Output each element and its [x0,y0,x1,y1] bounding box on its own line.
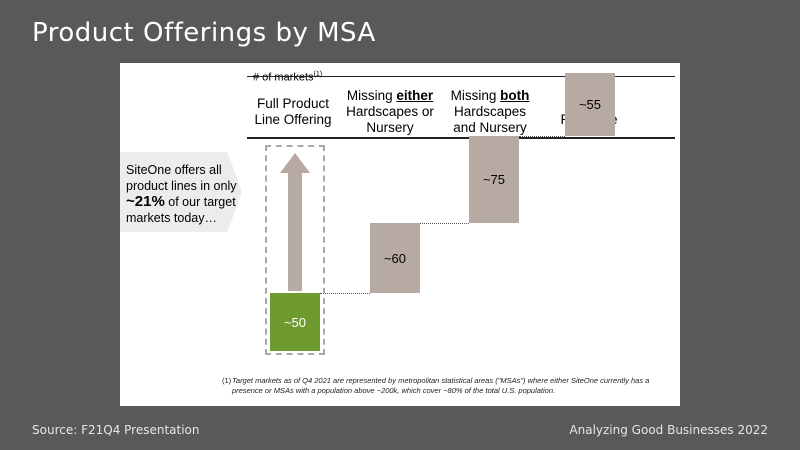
footnote: (1) Target markets as of Q4 2021 are rep… [222,376,672,396]
callout-arrow-box: SiteOne offers all product lines in only… [120,152,242,232]
callout-line: SiteOne offers all product lines in only [126,163,237,193]
callout-text: SiteOne offers all product lines in only… [126,162,238,226]
bar-value-label: ~75 [482,172,506,188]
bar-1: ~50 [270,293,320,351]
bar-value-label: ~55 [578,96,602,112]
header-line: Hardscapes or [346,104,434,119]
header-line: Missing either [342,88,438,104]
header-emphasis: either [396,88,434,103]
header-line: Nursery [366,120,414,135]
bar-2: ~60 [370,223,420,293]
connector-line [320,293,370,294]
source-text: Source: F21Q4 Presentation [32,423,200,437]
full-potential-dashed-box [265,145,325,355]
bar-3: ~75 [469,136,519,224]
connector-line [519,136,565,138]
column-header-missing-both: Missing both Hardscapes and Nursery [446,88,534,136]
header-bottom-rule [247,137,675,139]
connector-line [420,223,469,225]
markets-label-text: # of markets [253,71,314,84]
credit-text: Analyzing Good Businesses 2022 [569,423,768,437]
header-line: Hardscapes [453,104,527,119]
header-line: and Nursery [453,120,527,135]
markets-label-footnote-ref: (1) [313,71,323,78]
y-axis-label: # of markets(1) [253,71,322,84]
header-line: Full Product [256,96,330,111]
bar-value-label: ~50 [283,314,307,330]
column-header-missing-either: Missing either Hardscapes or Nursery [342,88,438,136]
growth-arrow-shaft [288,173,302,291]
header-emphasis: both [500,88,530,103]
footnote-number: (1) [222,376,232,385]
callout-highlight: ~21% [126,193,165,210]
header-text: Missing [346,88,397,103]
header-line: Missing both [446,88,534,104]
growth-arrow-head-icon [280,153,310,173]
bar-4: ~55 [565,72,615,137]
header-line: Line Offering [254,112,332,127]
slide-title: Product Offerings by MSA [32,18,376,48]
header-text: Missing [450,88,501,103]
callout-line: of our target markets today… [126,195,236,225]
bar-value-label: ~60 [383,250,407,266]
chart-panel: # of markets(1) Full Product Line Offeri… [120,63,680,406]
footnote-text: Target markets as of Q4 2021 are represe… [232,376,650,395]
column-header-full-line: Full Product Line Offering [247,96,339,128]
header-top-rule [247,76,675,77]
